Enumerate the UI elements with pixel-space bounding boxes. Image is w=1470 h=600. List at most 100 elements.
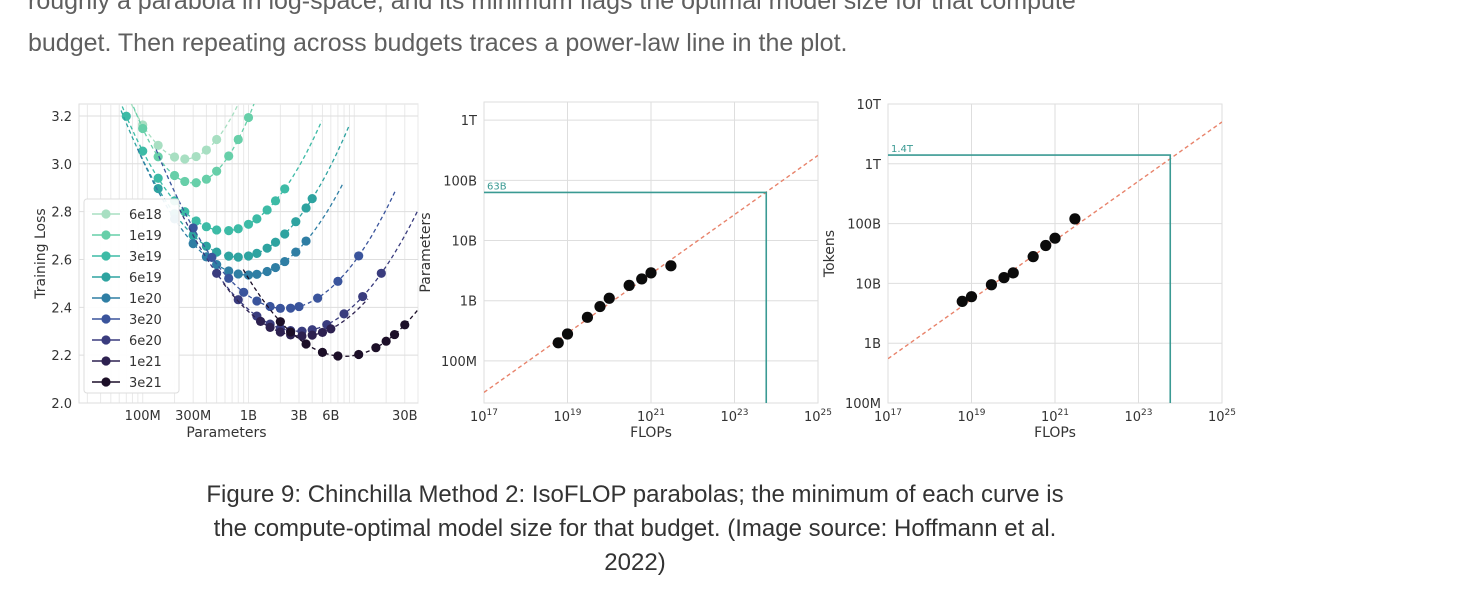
y-tick-label: 10T bbox=[857, 98, 882, 113]
legend-label-3e19: 3e19 bbox=[129, 250, 162, 265]
tick-exponent: 17 bbox=[891, 408, 902, 418]
optimal-value-label: 63B bbox=[487, 181, 507, 192]
point-1e21 bbox=[307, 330, 317, 340]
data-point bbox=[594, 300, 606, 313]
data-point bbox=[985, 279, 998, 291]
y-tick-label: 1T bbox=[461, 114, 477, 129]
point-1e20 bbox=[291, 247, 301, 257]
x-tick-label: 100M bbox=[125, 409, 161, 424]
point-1e20 bbox=[270, 262, 281, 273]
data-point bbox=[581, 311, 594, 323]
point-1e19 bbox=[180, 176, 190, 187]
point-6e18 bbox=[201, 145, 211, 155]
point-1e20 bbox=[252, 269, 262, 279]
legend-swatch-marker bbox=[101, 209, 111, 219]
x-tick-label: 1025 bbox=[1208, 408, 1236, 425]
point-6e20 bbox=[376, 268, 386, 278]
y-tick-label: 3.0 bbox=[51, 158, 72, 173]
x-tick-label: 6B bbox=[322, 409, 339, 424]
point-1e20 bbox=[188, 239, 198, 249]
point-6e19 bbox=[224, 251, 234, 261]
tick-exponent: 21 bbox=[1058, 408, 1069, 418]
point-1e19 bbox=[243, 112, 254, 123]
point-3e21 bbox=[354, 349, 364, 360]
point-1e20 bbox=[224, 266, 234, 276]
x-tick-label: 1025 bbox=[804, 408, 832, 425]
point-6e20 bbox=[233, 295, 243, 305]
legend-swatch-marker bbox=[101, 377, 111, 387]
point-6e19 bbox=[153, 183, 163, 194]
point-1e20 bbox=[301, 236, 311, 246]
data-point bbox=[956, 295, 968, 308]
tick-base: 10 bbox=[958, 410, 975, 425]
point-3e20 bbox=[207, 252, 217, 262]
tick-base: 10 bbox=[874, 410, 891, 425]
x-tick-label: 1017 bbox=[470, 408, 498, 425]
point-6e19 bbox=[280, 229, 290, 239]
y-axis-title: Tokens bbox=[822, 230, 838, 278]
tick-base: 10 bbox=[470, 410, 487, 425]
data-point bbox=[636, 273, 648, 285]
point-3e21 bbox=[317, 347, 328, 357]
tick-base: 10 bbox=[721, 410, 738, 425]
y-tick-label: 2.2 bbox=[51, 349, 72, 364]
point-3e20 bbox=[313, 293, 323, 303]
point-1e19 bbox=[252, 92, 261, 101]
point-1e20 bbox=[233, 269, 243, 279]
x-tick-label: 1019 bbox=[958, 408, 986, 425]
x-tick-label: 1019 bbox=[554, 408, 582, 425]
legend-swatch-marker bbox=[101, 230, 111, 240]
paragraph-line-2: budget. Then repeating across budgets tr… bbox=[28, 29, 848, 57]
data-point bbox=[998, 272, 1010, 284]
figure-caption: Figure 9: Chinchilla Method 2: IsoFLOP p… bbox=[150, 478, 1120, 580]
point-3e21 bbox=[286, 327, 296, 337]
point-3e20 bbox=[188, 223, 198, 233]
x-tick-label: 300M bbox=[175, 409, 211, 424]
point-1e21 bbox=[326, 324, 336, 334]
tick-exponent: 21 bbox=[654, 408, 665, 418]
y-tick-label: 1B bbox=[460, 295, 477, 310]
y-tick-label: 1B bbox=[864, 337, 881, 352]
point-6e20 bbox=[358, 291, 368, 302]
optimal-value-label: 1.4T bbox=[891, 144, 914, 155]
x-tick-label: 3B bbox=[290, 409, 307, 424]
data-point bbox=[552, 337, 564, 349]
legend-label-1e21: 1e21 bbox=[129, 355, 162, 370]
y-tick-label: 2.4 bbox=[51, 301, 72, 316]
y-tick-label: 2.8 bbox=[51, 206, 72, 221]
point-3e20 bbox=[239, 287, 249, 297]
tick-exponent: 25 bbox=[1225, 408, 1236, 418]
chinchilla-figure: 2.0 2.2 2.4 2.6 2.8 3.0 3.2 100M 300M 1B 3B 6B 30B Pa… bbox=[0, 80, 1470, 460]
data-point bbox=[623, 279, 635, 291]
legend-label-6e18: 6e18 bbox=[129, 208, 162, 223]
tick-base: 10 bbox=[1125, 410, 1142, 425]
point-1e19 bbox=[233, 134, 243, 145]
point-3e20 bbox=[333, 276, 343, 286]
point-1e19 bbox=[201, 174, 211, 184]
data-point bbox=[1040, 239, 1052, 252]
x-tick-label: 1017 bbox=[874, 408, 902, 425]
optimal-guide-line bbox=[888, 154, 1172, 403]
x-tick-label: 30B bbox=[392, 409, 417, 424]
x-axis-title: Parameters bbox=[186, 425, 266, 441]
tick-exponent: 23 bbox=[737, 408, 748, 418]
data-point bbox=[645, 267, 657, 279]
point-3e19 bbox=[262, 205, 272, 215]
y-tick-label: 100M bbox=[441, 355, 477, 370]
tick-exponent: 23 bbox=[1141, 408, 1152, 418]
point-3e19 bbox=[191, 216, 201, 226]
y-tick-label: 10B bbox=[452, 235, 477, 250]
optimal-guide-line bbox=[484, 191, 768, 403]
point-1e21 bbox=[255, 316, 266, 326]
data-point bbox=[1027, 251, 1039, 263]
x-tick-label: 1021 bbox=[1041, 408, 1069, 425]
caption-line-3: 2022) bbox=[604, 549, 666, 576]
x-tick-label: 1021 bbox=[637, 408, 665, 425]
legend-label-3e21: 3e21 bbox=[129, 376, 162, 391]
data-point bbox=[1049, 232, 1061, 244]
point-6e20 bbox=[339, 309, 349, 319]
legend-label-6e20: 6e20 bbox=[129, 334, 162, 349]
point-1e21 bbox=[265, 322, 275, 332]
legend-label-1e20: 1e20 bbox=[129, 292, 162, 307]
point-3e21 bbox=[400, 320, 410, 330]
